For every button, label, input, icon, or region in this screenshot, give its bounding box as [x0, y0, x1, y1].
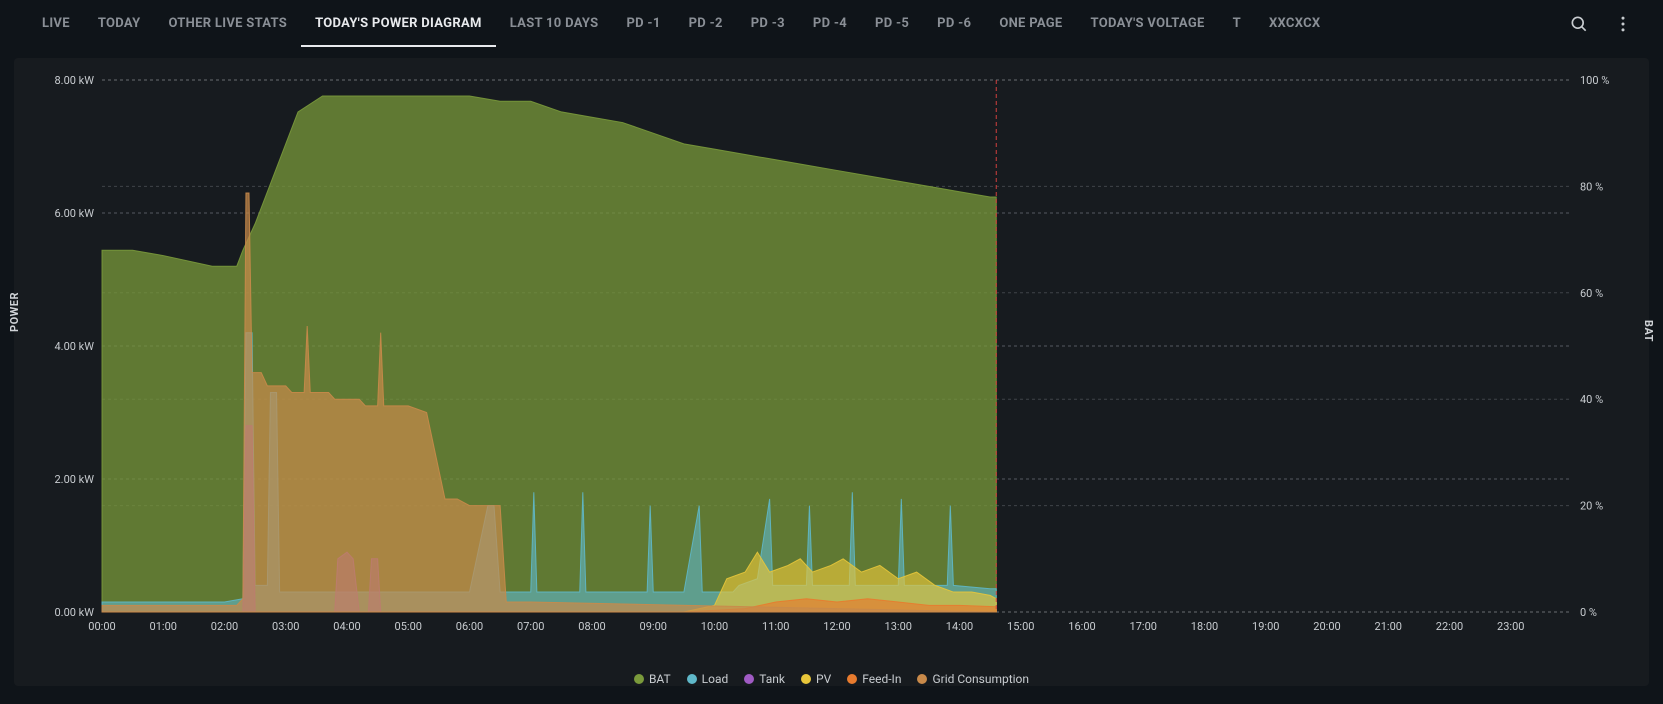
- x-tick: 12:00: [823, 620, 850, 633]
- legend-swatch: [801, 674, 811, 684]
- tab-last-10-days[interactable]: LAST 10 DAYS: [496, 2, 613, 47]
- x-tick: 19:00: [1252, 620, 1279, 633]
- x-tick: 03:00: [272, 620, 299, 633]
- tab-pd-3[interactable]: PD -3: [737, 2, 799, 47]
- y-left-tick: 4.00 kW: [54, 340, 94, 353]
- topbar: LIVETODAYOTHER LIVE STATSTODAY'S POWER D…: [0, 0, 1663, 48]
- power-chart[interactable]: 0.00 kW 2.00 kW 4.00 kW 6.00 kW 8.00 kW 0 % 20…: [32, 70, 1632, 660]
- chart-area[interactable]: 0.00 kW 2.00 kW 4.00 kW 6.00 kW 8.00 kW 0 % 20…: [32, 70, 1631, 676]
- y-right-axis-label: BAT: [1642, 320, 1655, 342]
- tab-xxcxcx[interactable]: XXCXCX: [1255, 2, 1335, 47]
- x-tick: 01:00: [150, 620, 177, 633]
- series-bat[interactable]: [102, 96, 996, 612]
- y-left-tick: 2.00 kW: [54, 473, 94, 486]
- more-icon[interactable]: [1611, 12, 1635, 36]
- y-right-tick: 0 %: [1580, 606, 1597, 619]
- tab-pd-1[interactable]: PD -1: [612, 2, 674, 47]
- legend-label: Feed-In: [862, 672, 901, 686]
- x-tick: 00:00: [88, 620, 115, 633]
- x-tick: 08:00: [578, 620, 605, 633]
- x-tick: 02:00: [211, 620, 238, 633]
- tab-pd-6[interactable]: PD -6: [923, 2, 985, 47]
- legend-item-load[interactable]: Load: [687, 672, 729, 686]
- tab-today-s-voltage[interactable]: TODAY'S VOLTAGE: [1077, 2, 1219, 47]
- legend-item-bat[interactable]: BAT: [634, 672, 671, 686]
- search-icon[interactable]: [1567, 12, 1591, 36]
- topbar-actions: [1567, 12, 1635, 36]
- x-tick: 04:00: [333, 620, 360, 633]
- legend-label: BAT: [649, 672, 671, 686]
- x-tick: 10:00: [701, 620, 728, 633]
- x-tick: 11:00: [762, 620, 789, 633]
- x-tick: 09:00: [640, 620, 667, 633]
- x-tick: 16:00: [1068, 620, 1095, 633]
- legend-swatch: [917, 674, 927, 684]
- legend-label: PV: [816, 672, 831, 686]
- y-left-tick: 8.00 kW: [54, 74, 94, 87]
- x-tick: 15:00: [1007, 620, 1034, 633]
- x-tick: 05:00: [395, 620, 422, 633]
- legend-item-pv[interactable]: PV: [801, 672, 831, 686]
- legend-swatch: [847, 674, 857, 684]
- tab-one-page[interactable]: ONE PAGE: [985, 2, 1076, 47]
- legend-swatch: [687, 674, 697, 684]
- tab-pd-4[interactable]: PD -4: [799, 2, 861, 47]
- y-left-tick: 0.00 kW: [54, 606, 94, 619]
- legend-item-feed-in[interactable]: Feed-In: [847, 672, 901, 686]
- chart-legend: BAT Load Tank PV Feed-In Grid Consumption: [14, 672, 1649, 686]
- x-tick: 13:00: [885, 620, 912, 633]
- y-right-tick: 80 %: [1580, 180, 1603, 193]
- legend-swatch: [744, 674, 754, 684]
- y-right-tick: 60 %: [1580, 287, 1603, 300]
- legend-label: Load: [702, 672, 729, 686]
- y-right-tick: 100 %: [1580, 74, 1609, 87]
- legend-label: Tank: [759, 672, 785, 686]
- tab-today[interactable]: TODAY: [84, 2, 155, 47]
- x-tick: 06:00: [456, 620, 483, 633]
- y-left-tick: 6.00 kW: [54, 207, 94, 220]
- x-tick: 17:00: [1130, 620, 1157, 633]
- chart-panel: POWER BAT 0.00 kW2.00 kW4.00 kW6.00 kW8.…: [14, 58, 1649, 686]
- tab-today-s-power-diagram[interactable]: TODAY'S POWER DIAGRAM: [301, 2, 496, 47]
- tab-t[interactable]: T: [1219, 2, 1255, 47]
- x-tick: 14:00: [946, 620, 973, 633]
- tab-other-live-stats[interactable]: OTHER LIVE STATS: [154, 2, 301, 47]
- x-tick: 22:00: [1436, 620, 1463, 633]
- x-tick: 23:00: [1497, 620, 1524, 633]
- y-right-tick: 20 %: [1580, 500, 1603, 513]
- tab-list: LIVETODAYOTHER LIVE STATSTODAY'S POWER D…: [28, 2, 1567, 47]
- x-tick: 18:00: [1191, 620, 1218, 633]
- legend-swatch: [634, 674, 644, 684]
- x-tick: 20:00: [1313, 620, 1340, 633]
- tab-live[interactable]: LIVE: [28, 2, 84, 47]
- tab-pd-5[interactable]: PD -5: [861, 2, 923, 47]
- y-left-axis-label: POWER: [8, 292, 21, 332]
- y-right-tick: 40 %: [1580, 393, 1603, 406]
- tab-pd-2[interactable]: PD -2: [675, 2, 737, 47]
- legend-item-tank[interactable]: Tank: [744, 672, 785, 686]
- x-tick: 21:00: [1375, 620, 1402, 633]
- legend-item-grid-consumption[interactable]: Grid Consumption: [917, 672, 1029, 686]
- legend-label: Grid Consumption: [932, 672, 1029, 686]
- x-tick: 07:00: [517, 620, 544, 633]
